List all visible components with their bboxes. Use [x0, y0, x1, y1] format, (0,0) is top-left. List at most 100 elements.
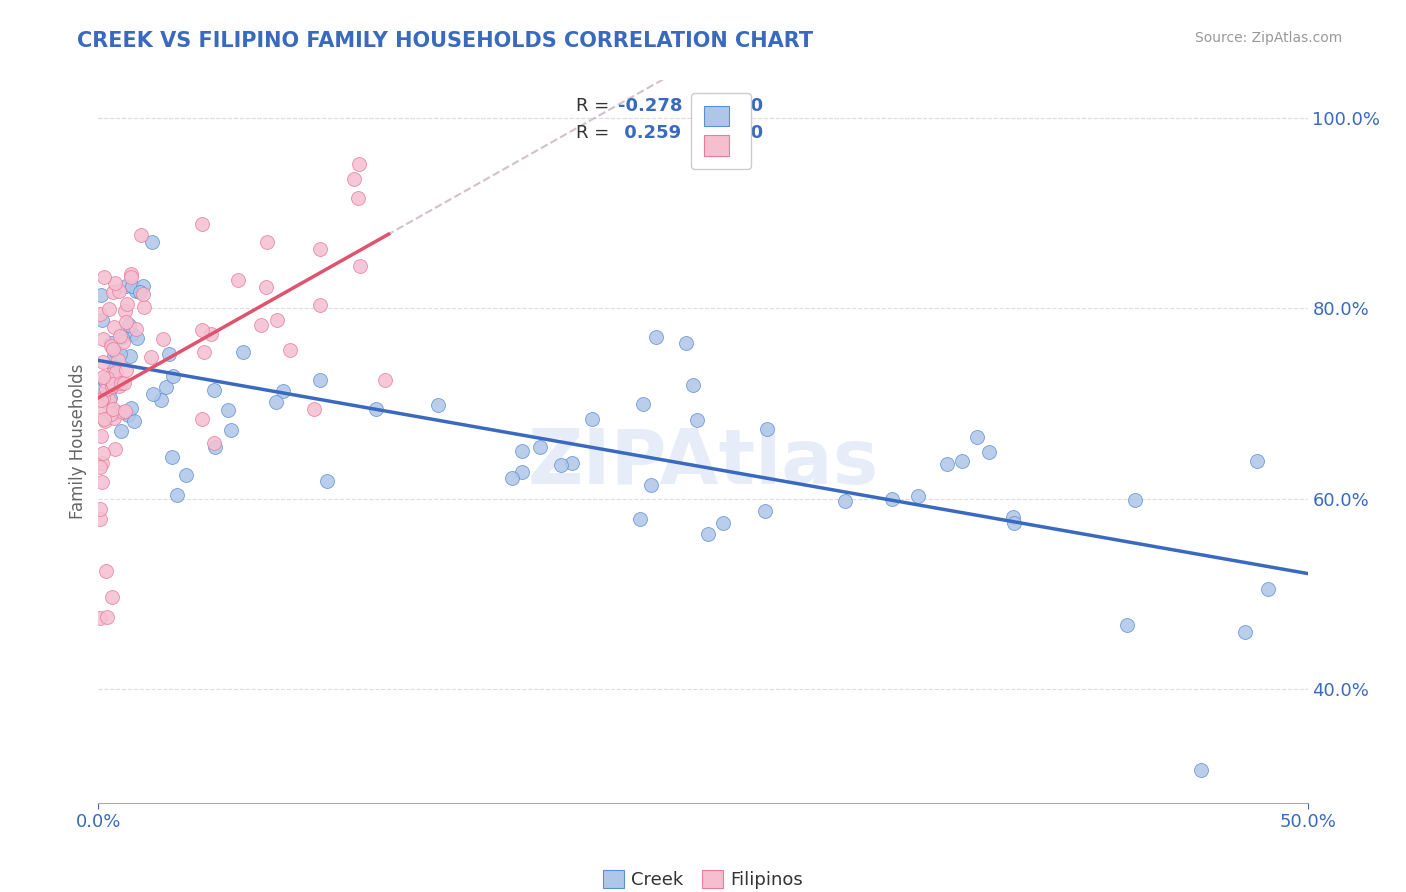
- Point: [89, 611, 111, 625]
- Point: [101, 285, 124, 300]
- Point: [98, 391, 121, 405]
- Point: [110, 346, 132, 360]
- Point: [347, 157, 370, 171]
- Point: [1123, 493, 1146, 508]
- Point: [166, 488, 188, 502]
- Point: [98, 382, 121, 396]
- Point: [343, 172, 366, 186]
- Point: [176, 468, 198, 483]
- Point: [100, 407, 122, 421]
- Point: [91, 391, 114, 405]
- Point: [104, 442, 127, 456]
- Point: [101, 402, 124, 417]
- Point: [90, 392, 112, 407]
- Point: [89, 460, 111, 475]
- Point: [977, 445, 1000, 459]
- Point: [1246, 454, 1268, 468]
- Text: CREEK VS FILIPINO FAMILY HOUSEHOLDS CORRELATION CHART: CREEK VS FILIPINO FAMILY HOUSEHOLDS CORR…: [77, 31, 814, 51]
- Point: [93, 412, 115, 426]
- Point: [1189, 763, 1212, 777]
- Point: [121, 326, 143, 341]
- Point: [349, 260, 371, 274]
- Point: [100, 339, 122, 353]
- Point: [90, 429, 112, 443]
- Point: [110, 424, 132, 438]
- Point: [91, 446, 114, 460]
- Point: [1002, 516, 1025, 530]
- Point: [112, 405, 135, 419]
- Point: [550, 458, 572, 472]
- Point: [162, 369, 184, 384]
- Point: [631, 397, 654, 411]
- Point: [529, 441, 551, 455]
- Point: [104, 344, 127, 359]
- Point: [561, 456, 583, 470]
- Text: R =: R =: [576, 96, 614, 114]
- Text: -0.278: -0.278: [619, 96, 683, 114]
- Point: [834, 494, 856, 508]
- Point: [103, 319, 125, 334]
- Point: [93, 270, 115, 285]
- Point: [96, 395, 118, 409]
- Point: [152, 332, 174, 346]
- Point: [97, 392, 120, 407]
- Text: ZIPAtlas: ZIPAtlas: [527, 426, 879, 500]
- Point: [108, 284, 131, 298]
- Point: [114, 304, 136, 318]
- Text: R =: R =: [576, 124, 614, 142]
- Point: [628, 512, 651, 526]
- Point: [110, 329, 132, 343]
- Point: [114, 363, 136, 377]
- Point: [96, 382, 118, 396]
- Point: [101, 590, 124, 604]
- Point: [1002, 509, 1025, 524]
- Point: [217, 402, 239, 417]
- Point: [936, 457, 959, 471]
- Point: [149, 393, 172, 408]
- Point: [112, 334, 135, 349]
- Point: [221, 423, 243, 437]
- Point: [132, 300, 155, 314]
- Point: [129, 228, 152, 243]
- Point: [112, 376, 135, 390]
- Point: [131, 287, 153, 301]
- Point: [640, 477, 662, 491]
- Point: [754, 504, 776, 518]
- Point: [103, 360, 125, 375]
- Point: [91, 382, 114, 396]
- Point: [91, 387, 114, 401]
- Point: [94, 374, 117, 388]
- Point: [581, 411, 603, 425]
- Point: [686, 412, 709, 426]
- Point: [110, 330, 132, 344]
- Point: [278, 343, 301, 358]
- Point: [204, 384, 226, 398]
- Point: [226, 273, 249, 287]
- Point: [711, 516, 734, 530]
- Point: [254, 280, 277, 294]
- Text: N =: N =: [703, 124, 742, 142]
- Point: [103, 350, 125, 364]
- Text: N =: N =: [703, 96, 742, 114]
- Point: [114, 403, 136, 417]
- Point: [755, 422, 778, 436]
- Point: [120, 269, 142, 284]
- Point: [309, 242, 332, 256]
- Point: [256, 235, 278, 249]
- Point: [304, 401, 326, 416]
- Point: [200, 326, 222, 341]
- Point: [191, 412, 214, 426]
- Point: [115, 315, 138, 329]
- Point: [104, 276, 127, 290]
- Point: [501, 471, 523, 485]
- Point: [1116, 618, 1139, 632]
- Point: [364, 401, 387, 416]
- Point: [103, 342, 125, 356]
- Point: [103, 410, 125, 425]
- Point: [907, 489, 929, 503]
- Point: [125, 331, 148, 345]
- Point: [232, 344, 254, 359]
- Point: [121, 279, 143, 293]
- Point: [105, 405, 128, 419]
- Point: [120, 401, 142, 416]
